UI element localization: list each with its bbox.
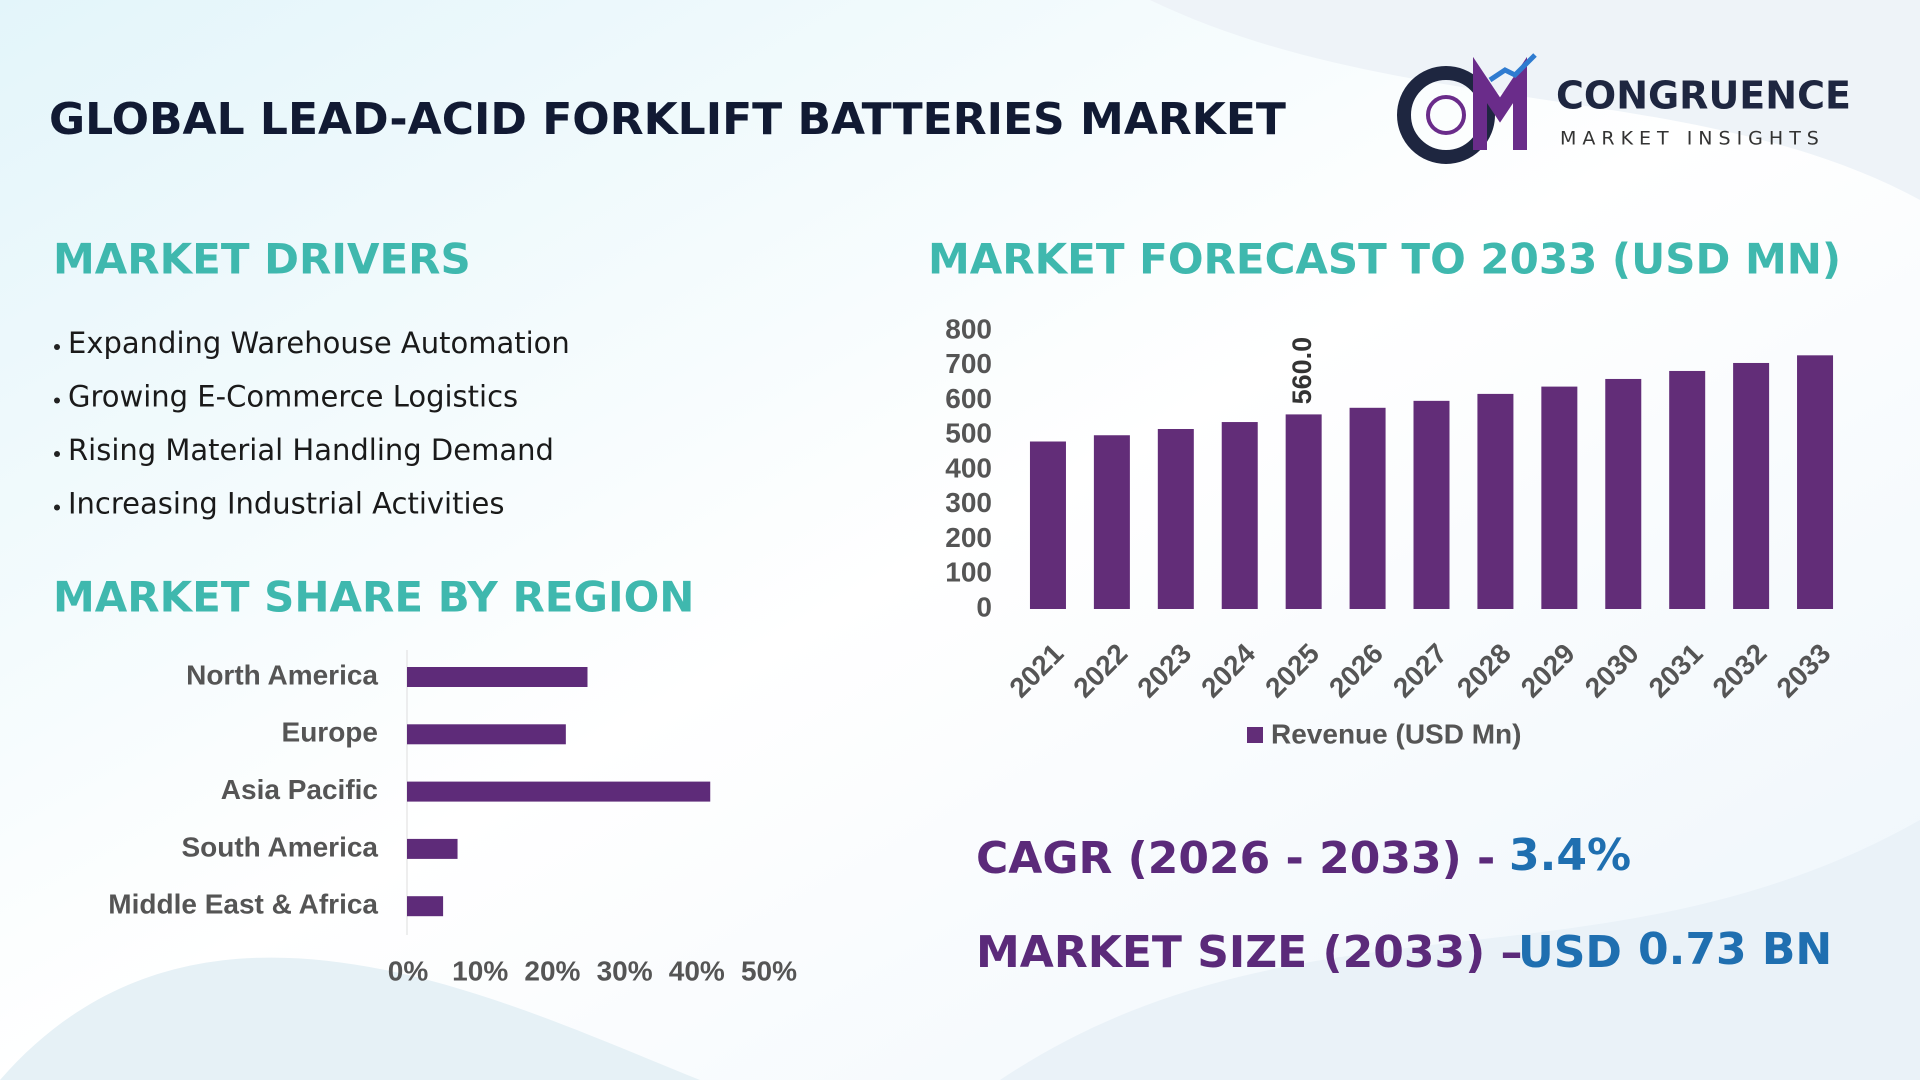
y-tick-label: North America [186,659,378,690]
bar [1093,435,1130,609]
logo-globe [1426,95,1466,135]
tagline: MARKET INSIGHTS [1560,128,1825,150]
data-label: 560.0 [1287,337,1317,405]
bar [1221,422,1258,609]
bullet [54,397,60,404]
bar [1797,355,1834,609]
legend-swatch [1247,727,1263,743]
bullet [54,451,60,457]
bar [1349,407,1386,609]
driver-item: Increasing Industrial Activities [68,487,504,521]
y-tick-label: Europe [282,717,378,748]
bar [407,896,444,917]
x-tick-label: 10% [452,955,508,986]
logo [1397,53,1537,164]
y-tick-label: South America [181,831,378,862]
brand: CONGRUENCE [1556,74,1851,118]
driver-item: Expanding Warehouse Automation [68,326,570,360]
x-tick-label: 20% [524,955,580,986]
section-title: MARKET DRIVERS [53,235,471,284]
bar [407,724,566,745]
bar [407,781,711,802]
wave [1000,820,1920,1080]
bar [1413,400,1450,609]
section-title: MARKET SHARE BY REGION [53,573,694,622]
y-tick-label: 100 [945,557,992,588]
bar [1669,370,1706,609]
y-tick-label: Asia Pacific [221,774,378,805]
section-title: MARKET FORECAST TO 2033 (USD MN) [928,235,1841,284]
x-tick-label: 40% [669,955,725,986]
bar [407,838,458,859]
page-title: GLOBAL LEAD-ACID FORKLIFT BATTERIES MARK… [49,94,1286,145]
x-tick-label: 0% [388,955,429,986]
logo-ring [1397,66,1495,164]
driver-item: Growing E-Commerce Logistics [68,380,518,414]
y-tick-label: Middle East & Africa [108,889,378,920]
logo-arrow [1488,53,1537,83]
bar [1477,393,1514,609]
x-tick-label: 50% [741,955,797,986]
bar [1029,441,1066,609]
bar [1285,414,1322,609]
cagr-value: 3.4% [1509,830,1631,881]
bar [407,667,588,687]
driver-item: Rising Material Handling Demand [68,433,554,467]
y-tick-label: 500 [945,418,992,449]
wave [1150,0,1920,200]
market-size-label: MARKET SIZE (2033) – [976,927,1523,978]
y-tick-label: 200 [945,522,992,553]
y-tick-label: 400 [945,452,992,483]
driver-list: Expanding Warehouse Automation Growing E-… [54,326,570,521]
y-tick-label: 0 [976,591,992,622]
bar [1605,378,1642,609]
cagr-label: CAGR (2026 - 2033) - [976,833,1495,884]
y-tick-label: 600 [945,383,992,414]
market-size-value: 0.73 BN [1638,924,1832,975]
bar [1733,362,1770,609]
logo-m [1473,56,1527,150]
legend-label: Revenue (USD Mn) [1271,718,1521,749]
y-tick-label: 800 [945,313,992,344]
bar [1541,386,1578,609]
wave [0,957,700,1080]
bullet [54,344,60,350]
y-tick-label: 300 [945,487,992,518]
x-tick-label: 30% [597,955,653,986]
market-size-currency: USD [1518,927,1622,978]
y-tick-label: 700 [945,348,992,379]
bar [1157,428,1194,609]
bullet [54,504,60,511]
